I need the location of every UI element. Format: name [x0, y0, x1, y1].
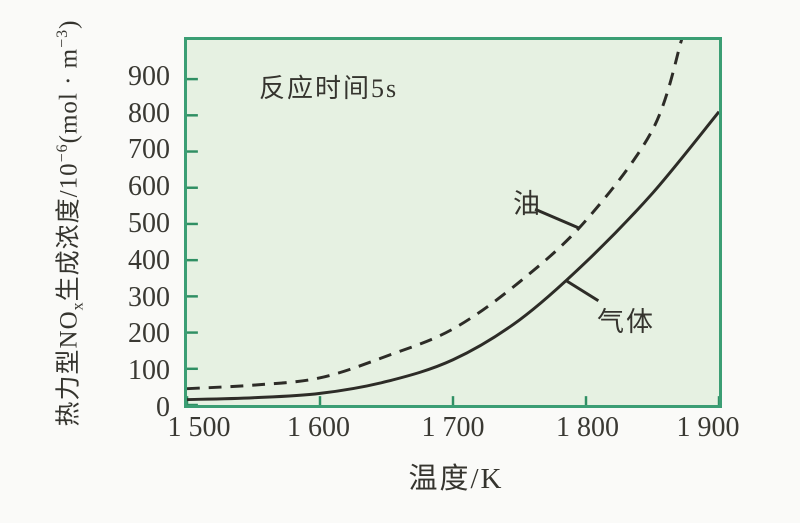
y-axis-label-superscript: −3: [54, 28, 72, 48]
x-tick-label-1800: 1 800: [556, 412, 619, 443]
series-gas-curve: [187, 110, 719, 402]
y-axis-label: 热力型NOx生成浓度/10−6(mol · m−3): [49, 20, 88, 427]
y-tick-label-500: 500: [128, 207, 170, 239]
y-tick-label-100: 100: [128, 355, 170, 387]
x-tick-label-1900: 1 900: [676, 412, 740, 443]
chart-canvas: [187, 40, 719, 405]
oil-curve-label: 油: [513, 189, 540, 219]
y-tick-label-200: 200: [128, 318, 170, 350]
y-axis-label-text: (mol · m: [55, 47, 83, 144]
y-tick-label-800: 800: [128, 97, 170, 129]
y-axis-label-superscript: −6: [54, 143, 72, 163]
x-tick-label-1700: 1 700: [421, 412, 485, 443]
y-tick-label-700: 700: [128, 134, 170, 166]
plot-area: 反应时间5s 油 气体: [184, 37, 722, 408]
series-oil-curve: [187, 40, 684, 391]
y-axis-label-text: 生成浓度/10: [55, 162, 83, 302]
x-tick-label-1500: 1 500: [167, 412, 231, 443]
x-tick-label-1600: 1 600: [287, 412, 350, 443]
y-tick-label-0: 0: [156, 392, 170, 423]
y-axis-label-subscript: x: [69, 301, 87, 311]
y-axis-label-text: 热力型NO: [55, 310, 83, 427]
oil-label-leader: [534, 207, 580, 230]
y-tick-label-600: 600: [128, 171, 170, 203]
y-tick-label-300: 300: [128, 281, 170, 313]
y-tick-label-400: 400: [128, 244, 170, 276]
gas-label-leader: [565, 279, 600, 302]
y-tick-label-900: 900: [128, 60, 170, 92]
reaction-time-annotation: 反应时间5s: [259, 74, 399, 103]
x-axis-label: 温度/K: [408, 463, 504, 495]
gas-curve-label: 气体: [597, 307, 655, 337]
y-axis-label-text: ): [55, 19, 83, 29]
